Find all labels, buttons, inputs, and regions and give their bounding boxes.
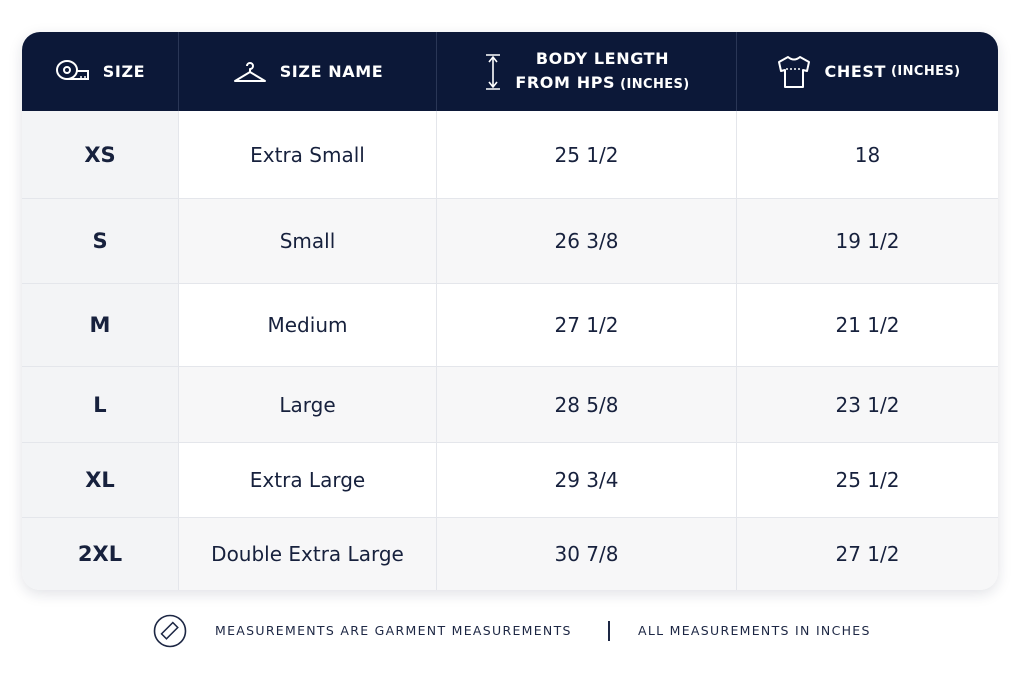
header-text: BODY LENGTH FROM HPS (INCHES) — [515, 47, 689, 97]
size-table: SIZE SIZE NAME BODY LENGTH FROM HPS (INCH… — [22, 32, 998, 590]
table-cell: S — [22, 199, 179, 283]
table-cell: XL — [22, 443, 179, 517]
table-cell: Double Extra Large — [179, 518, 437, 590]
table-cell: 30 7/8 — [437, 518, 737, 590]
header-cell: SIZE — [22, 32, 179, 111]
length-icon — [486, 53, 501, 90]
footer-note: MEASUREMENTS ARE GARMENT MEASUREMENTS — [215, 623, 572, 638]
header-cell: SIZE NAME — [179, 32, 437, 111]
table-cell: 29 3/4 — [437, 443, 737, 517]
table-row: XL Extra Large 29 3/4 25 1/2 — [22, 442, 998, 517]
header-line: FROM HPS — [515, 72, 616, 92]
table-cell: 21 1/2 — [835, 313, 900, 337]
footer: MEASUREMENTS ARE GARMENT MEASUREMENTS AL… — [0, 613, 1024, 649]
table-row: L Large 28 5/8 23 1/2 — [22, 366, 998, 442]
header-label: SIZE NAME — [279, 62, 384, 81]
table-cell: Extra Small — [179, 111, 437, 198]
shirt-icon — [777, 55, 810, 88]
table-cell: 27 1/2 — [437, 284, 737, 366]
table-cell: XS — [22, 111, 179, 198]
table-row: M Medium 27 1/2 21 1/2 — [22, 283, 998, 366]
table-cell: Extra Large — [179, 443, 437, 517]
header-cell: CHEST (INCHES) — [737, 32, 998, 111]
footer-note: ALL MEASUREMENTS IN INCHES — [638, 623, 871, 638]
table-cell: M — [22, 284, 179, 366]
table-header: SIZE SIZE NAME BODY LENGTH FROM HPS (INCH… — [22, 32, 998, 111]
table-cell: 19 1/2 — [835, 229, 900, 253]
ruler-icon — [153, 614, 187, 648]
header-line: BODY LENGTH — [535, 48, 670, 68]
table-cell: Large — [179, 367, 437, 442]
table-cell: 2XL — [22, 518, 179, 590]
header-label: CHEST — [824, 62, 887, 81]
table-cell: 18 — [854, 142, 881, 167]
table-cell: 25 1/2 — [835, 468, 900, 492]
table-row: S Small 26 3/8 19 1/2 — [22, 198, 998, 283]
table-row: 2XL Double Extra Large 30 7/8 27 1/2 — [22, 517, 998, 590]
table-row: XS Extra Small 25 1/2 18 — [22, 111, 998, 198]
table-cell: Small — [179, 199, 437, 283]
header-label: SIZE — [102, 62, 146, 81]
divider — [608, 621, 610, 641]
header-line-wrap: FROM HPS (INCHES) — [515, 71, 689, 97]
header-cell: BODY LENGTH FROM HPS (INCHES) — [437, 32, 737, 111]
table-cell: L — [22, 367, 179, 442]
hanger-icon — [233, 61, 266, 82]
table-cell: 27 1/2 — [835, 542, 900, 566]
table-cell: Medium — [179, 284, 437, 366]
header-unit: (INCHES) — [891, 64, 961, 79]
table-cell: 28 5/8 — [437, 367, 737, 442]
table-cell: 25 1/2 — [437, 111, 737, 198]
table-cell: 26 3/8 — [437, 199, 737, 283]
table-cell: 23 1/2 — [835, 392, 900, 417]
tape-icon — [55, 59, 89, 80]
header-unit: (INCHES) — [620, 76, 690, 92]
